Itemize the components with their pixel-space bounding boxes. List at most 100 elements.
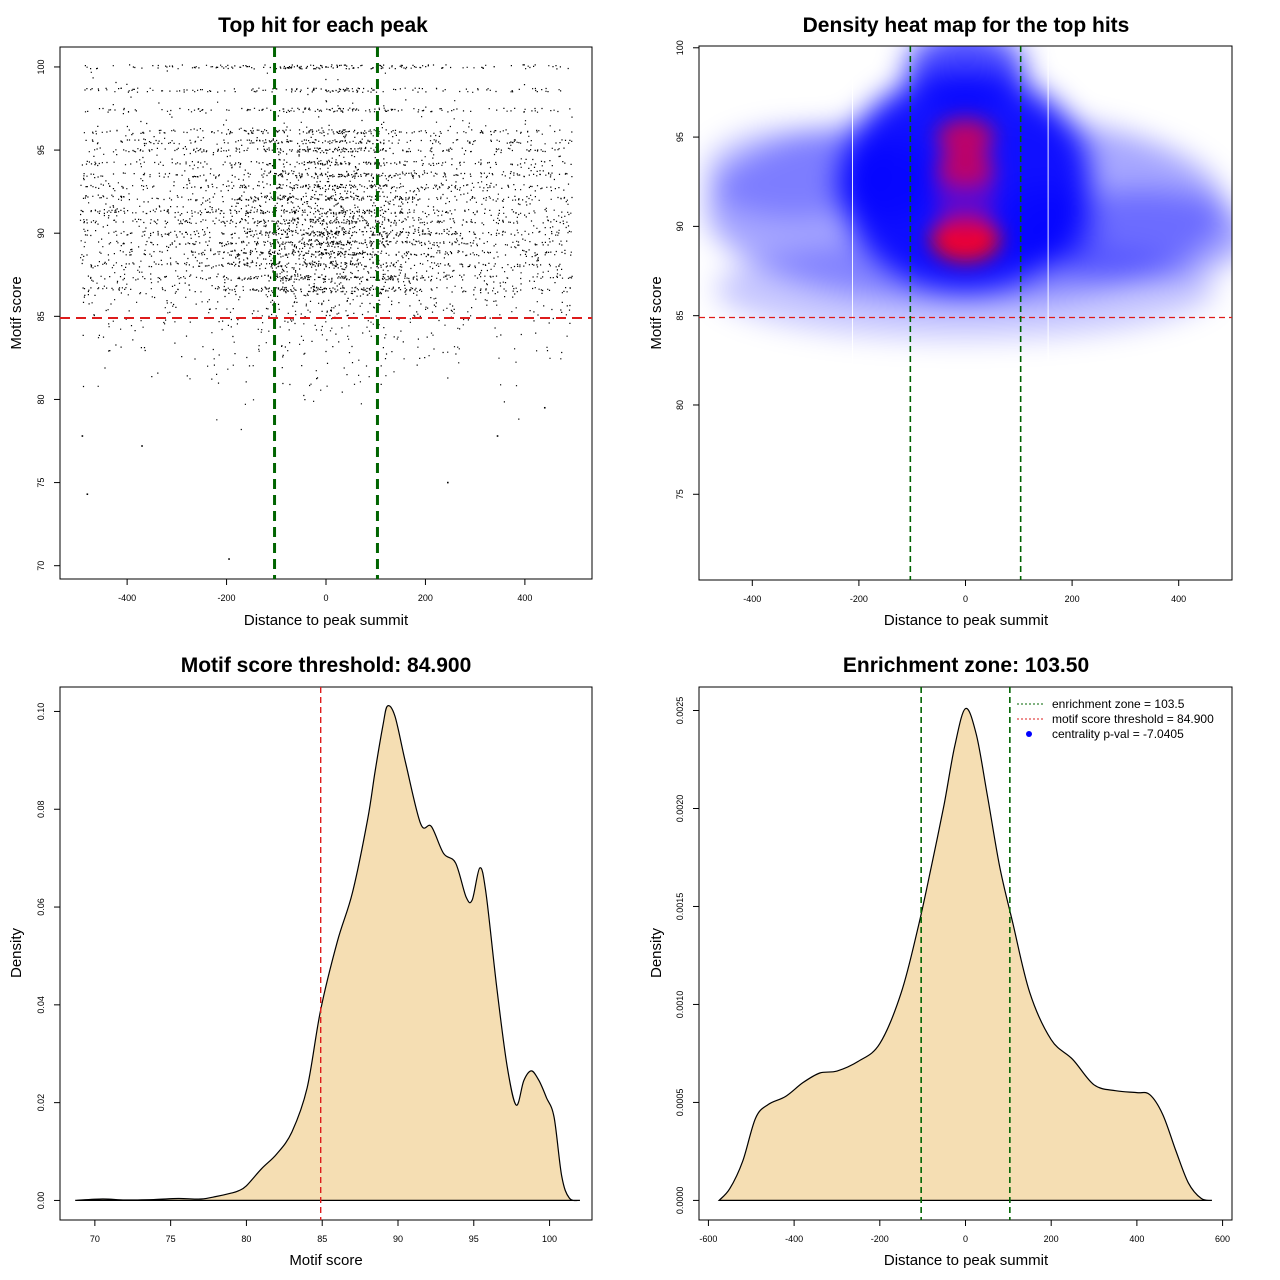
distance-density-x-label: Distance to peak summit xyxy=(884,1252,1049,1269)
score-density-plot-box xyxy=(59,686,593,1221)
heatmap-reference-lines xyxy=(699,46,1232,580)
distance-density-x-ticks: -600 -400 -200 0 200 400 600 xyxy=(699,1220,1230,1244)
x-tick-label: 200 xyxy=(1044,1234,1059,1244)
y-tick-label: 0.0015 xyxy=(675,893,685,921)
scatter-point xyxy=(228,558,230,560)
distance-density-y-label: Density xyxy=(648,927,665,978)
y-tick-label: 80 xyxy=(675,400,685,410)
scatter-point xyxy=(325,199,327,201)
y-tick-label: 85 xyxy=(675,311,685,321)
x-tick-label: 80 xyxy=(241,1234,251,1244)
heatmap-edge-lines xyxy=(852,46,1049,405)
x-tick-label: -600 xyxy=(699,1234,717,1244)
distance-density-legend: enrichment zone = 103.5 motif score thre… xyxy=(1017,697,1214,741)
scatter-point xyxy=(81,435,84,437)
legend-entry-zone: enrichment zone = 103.5 xyxy=(1052,697,1185,711)
y-tick-label: 0.0010 xyxy=(675,991,685,1019)
density-curve xyxy=(75,705,581,1202)
distance-density-area xyxy=(717,707,1212,1202)
x-tick-label: 70 xyxy=(90,1234,100,1244)
heatmap-x-label: Distance to peak summit xyxy=(884,612,1049,629)
x-tick-label: -200 xyxy=(871,1234,889,1244)
distance-density-title: Enrichment zone: 103.50 xyxy=(843,654,1089,677)
y-tick-label: 0.10 xyxy=(36,703,46,721)
score-density-panel: Motif score threshold: 84.900 70 75 80 85 90… xyxy=(8,654,593,1269)
heatmap-title: Density heat map for the top hits xyxy=(803,14,1130,37)
distance-density-reference-lines xyxy=(920,687,1011,1220)
scatter-plot-box xyxy=(59,46,593,580)
score-density-x-label: Motif score xyxy=(289,1252,362,1269)
scatter-point xyxy=(141,445,143,447)
scatter-point xyxy=(496,435,499,437)
x-tick-label: 100 xyxy=(542,1234,557,1244)
x-tick-label: 200 xyxy=(1065,594,1080,604)
scatter-point xyxy=(325,89,327,92)
density-core xyxy=(835,141,936,222)
legend-entry-threshold: motif score threshold = 84.900 xyxy=(1052,712,1214,726)
x-tick-label: -400 xyxy=(118,593,136,603)
distance-density-panel: Enrichment zone: 103.50 -600 -400 -200 0 200… xyxy=(648,654,1233,1269)
density-hotspot xyxy=(935,125,996,246)
x-tick-label: 400 xyxy=(1129,1234,1144,1244)
scatter-point-cloud xyxy=(79,64,573,431)
heatmap-density-layer xyxy=(704,46,1232,405)
score-density-area xyxy=(75,705,581,1202)
density-fill xyxy=(75,705,580,1201)
y-tick-label: 0.00 xyxy=(36,1192,46,1210)
x-tick-label: 600 xyxy=(1215,1234,1230,1244)
scatter-y-ticks: 70 75 80 85 90 95 100 xyxy=(36,59,60,571)
x-tick-label: 0 xyxy=(963,594,968,604)
x-tick-label: 0 xyxy=(323,593,328,603)
score-density-x-ticks: 70 75 80 85 90 95 100 xyxy=(90,1220,557,1244)
density-fill xyxy=(719,708,1212,1201)
scatter-point xyxy=(325,66,327,68)
score-density-y-label: Density xyxy=(8,927,25,978)
scatter-point xyxy=(447,481,449,484)
y-tick-label: 0.0020 xyxy=(675,795,685,823)
y-tick-label: 0.06 xyxy=(36,898,46,916)
x-tick-label: -200 xyxy=(218,593,236,603)
scatter-point xyxy=(86,493,89,496)
x-tick-label: 0 xyxy=(963,1234,968,1244)
y-tick-label: 0.0000 xyxy=(675,1187,685,1215)
score-density-y-ticks: 0.00 0.02 0.04 0.06 0.08 0.10 xyxy=(36,703,60,1210)
y-tick-label: 85 xyxy=(36,311,46,321)
scatter-points xyxy=(79,64,573,560)
y-tick-label: 75 xyxy=(675,489,685,499)
y-tick-label: 70 xyxy=(36,561,46,571)
y-tick-label: 100 xyxy=(36,59,46,74)
x-tick-label: 400 xyxy=(517,593,532,603)
y-tick-label: 95 xyxy=(675,132,685,142)
y-tick-label: 80 xyxy=(36,394,46,404)
scatter-title: Top hit for each peak xyxy=(218,14,428,37)
y-tick-label: 0.04 xyxy=(36,996,46,1014)
y-tick-label: 95 xyxy=(36,145,46,155)
heatmap-x-ticks: -400 -200 0 200 400 xyxy=(743,580,1186,604)
legend-swatch-pval xyxy=(1026,731,1032,737)
heatmap-panel: Density heat map for the top hits -400 -2… xyxy=(648,14,1233,629)
x-tick-label: 90 xyxy=(393,1234,403,1244)
density-core xyxy=(995,186,1096,267)
x-tick-label: -400 xyxy=(785,1234,803,1244)
distance-density-y-ticks: 0.0000 0.0005 0.0010 0.0015 0.0020 0.0025 xyxy=(675,697,699,1214)
scatter-point xyxy=(325,249,327,251)
scatter-y-label: Motif score xyxy=(8,276,25,349)
score-density-title: Motif score threshold: 84.900 xyxy=(181,654,472,677)
x-tick-label: -400 xyxy=(743,594,761,604)
heatmap-blue-density xyxy=(704,46,1232,339)
scatter-reference-lines xyxy=(60,47,592,579)
legend-entry-pval: centrality p-val = -7.0405 xyxy=(1052,727,1184,741)
x-tick-label: 95 xyxy=(469,1234,479,1244)
scatter-point xyxy=(325,149,327,151)
scatter-point xyxy=(543,406,546,409)
x-tick-label: 400 xyxy=(1171,594,1186,604)
density-curve xyxy=(717,707,1212,1202)
density-core xyxy=(905,46,1026,110)
scatter-panel: Top hit for each peak -400 -200 0 200 400 70… xyxy=(8,14,593,629)
y-tick-label: 0.08 xyxy=(36,800,46,818)
y-tick-label: 90 xyxy=(36,228,46,238)
x-tick-label: 75 xyxy=(166,1234,176,1244)
scatter-x-label: Distance to peak summit xyxy=(244,612,409,629)
y-tick-label: 0.02 xyxy=(36,1094,46,1112)
